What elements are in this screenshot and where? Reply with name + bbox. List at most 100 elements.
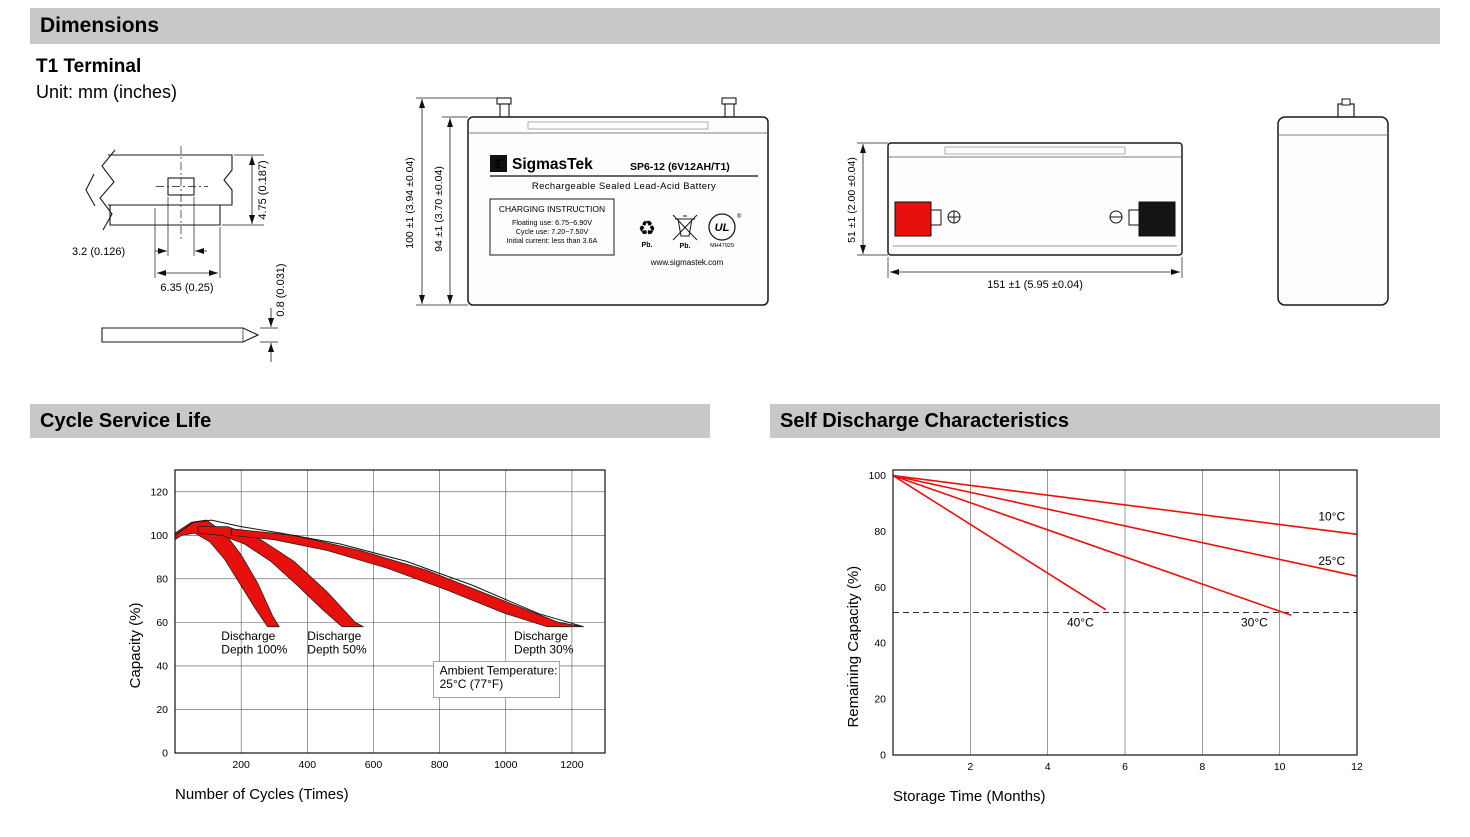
battery-body (887, 142, 1183, 256)
terminal-step (109, 205, 221, 226)
cycle-life-title: Cycle Service Life (40, 410, 212, 432)
break-line (85, 173, 96, 207)
chart-annotation: 25°C (77°F) (440, 677, 504, 691)
y-tick-label: 0 (162, 748, 168, 760)
x-axis-label: Storage Time (Months) (893, 788, 1046, 805)
ul-text: UL (715, 222, 730, 234)
dimensions-section-header: Dimensions (30, 8, 1440, 44)
chart-annotation: Depth 50% (307, 642, 367, 656)
x-tick-label: 4 (1045, 761, 1051, 773)
battery-front-view: Σ SigmasTek SP6-12 (6V12AH/T1) Rechargea… (404, 97, 769, 306)
dim-hole-width-label: 3.2 (0.126) (72, 246, 125, 258)
x-tick-label: 8 (1199, 761, 1205, 773)
break-line (99, 149, 116, 231)
dim-height-outer-label: 100 ±1 (3.94 ±0.04) (404, 157, 416, 249)
series-label: 25°C (1318, 554, 1345, 568)
dim-thickness-label: 0.8 (0.031) (275, 263, 287, 316)
battery-end-view (1277, 98, 1389, 306)
ul-file-number: MH47929 (710, 243, 734, 249)
series-line (892, 474, 1107, 611)
y-axis-label: Capacity (%) (127, 603, 144, 689)
terminal-tab-icon (1337, 103, 1355, 118)
unit-note: Unit: mm (inches) (36, 82, 178, 102)
battery-type-text: Rechargeable Sealed Lead-Acid Battery (532, 181, 716, 192)
y-tick-label: 0 (880, 750, 886, 762)
terminal-tab-icon (499, 103, 510, 118)
negative-terminal (1138, 201, 1176, 237)
trash-bin-icon (672, 214, 698, 241)
dim-height-inner-label: 94 ±1 (3.70 ±0.04) (433, 166, 445, 252)
y-tick-label: 60 (156, 617, 168, 629)
x-tick-label: 400 (299, 759, 317, 771)
pb-label: Pb. (680, 243, 691, 250)
chart-annotation: Discharge (307, 629, 361, 643)
charging-title: CHARGING INSTRUCTION (499, 204, 605, 214)
terminal-side-view (101, 327, 260, 343)
x-tick-label: 2 (967, 761, 973, 773)
y-tick-label: 80 (156, 573, 168, 585)
plot-border (892, 469, 1358, 756)
plus-terminal-icon (947, 210, 961, 224)
battery-top-view: 51 ±1 (2.00 ±0.04) 151 ±1 (5.95 ±0.04) (846, 142, 1183, 291)
series-label: 30°C (1241, 615, 1268, 629)
terminal-type-label: T1 Terminal (36, 56, 142, 77)
brand-logo-icon (490, 155, 507, 172)
terminal-tab-icon (721, 97, 737, 105)
x-axis-label: Number of Cycles (Times) (175, 786, 349, 803)
self-discharge-section-header: Self Discharge Characteristics (770, 404, 1440, 438)
y-tick-label: 80 (874, 526, 886, 538)
positive-terminal-tab (930, 209, 942, 226)
website-text: www.sigmastek.com (650, 258, 724, 267)
cycle-life-section-header: Cycle Service Life (30, 404, 710, 438)
dim-width-label: 51 ±1 (2.00 ±0.04) (846, 157, 858, 243)
top-recess (527, 121, 709, 130)
cycle-service-life-chart: 200 400 600 800 1000 1200 0 20 40 60 80 100 120 Numbe… (127, 469, 606, 803)
recycle-icon: ♻ (638, 218, 656, 240)
minus-terminal-icon (1109, 210, 1123, 224)
brand-logo-glyph: Σ (495, 157, 502, 171)
terminal-detail-drawing: 4.75 (0.187) 3.2 (0.126) 6.35 (0.25) 0.8… (72, 146, 287, 362)
x-tick-label: 12 (1351, 761, 1363, 773)
chart-annotation: Depth 100% (221, 642, 287, 656)
negative-terminal-tab (1128, 209, 1140, 226)
y-axis-label: Remaining Capacity (%) (845, 566, 862, 728)
positive-terminal (894, 201, 932, 237)
registered-symbol: ® (737, 213, 742, 220)
y-tick-label: 20 (156, 704, 168, 716)
charging-line: Floating use: 6.75~6.90V (512, 218, 592, 227)
terminal-cross-section (108, 154, 233, 206)
x-tick-label: 1000 (494, 759, 518, 771)
x-tick-label: 200 (232, 759, 250, 771)
x-tick-label: 6 (1122, 761, 1128, 773)
brand-name: SigmasTek (512, 156, 593, 173)
chart-annotation: Ambient Temperature: (440, 664, 558, 678)
pb-label: Pb. (642, 242, 653, 249)
y-tick-label: 20 (874, 694, 886, 706)
x-tick-label: 800 (431, 759, 449, 771)
charging-line: Cycle use: 7.20~7.50V (516, 227, 589, 236)
dim-tab-height-label: 4.75 (0.187) (257, 160, 269, 219)
x-tick-label: 10 (1274, 761, 1286, 773)
series-line (892, 474, 1292, 617)
y-tick-label: 40 (156, 660, 168, 672)
terminal-tab-icon (1341, 98, 1351, 106)
dim-length-label: 151 ±1 (5.95 ±0.04) (987, 279, 1083, 291)
model-number: SP6-12 (6V12AH/T1) (630, 161, 730, 173)
charging-line: Initial current: less than 3.6A (507, 236, 598, 245)
series-line (892, 474, 1358, 536)
dim-tab-width-label: 6.35 (0.25) (160, 282, 213, 294)
self-discharge-chart: 2 4 6 8 10 12 0 20 40 60 80 100 10°C 25°C 30°C 40°C Stor… (845, 469, 1363, 805)
series-label: 10°C (1318, 509, 1345, 523)
chart-annotation: Discharge (221, 629, 275, 643)
battery-body (1277, 116, 1389, 306)
x-tick-label: 600 (365, 759, 383, 771)
plot-border (174, 469, 606, 754)
top-recess (944, 146, 1126, 155)
chart-annotation: Depth 30% (514, 642, 574, 656)
y-tick-label: 120 (150, 486, 168, 498)
battery-body (467, 116, 769, 306)
y-tick-label: 40 (874, 638, 886, 650)
y-tick-label: 100 (150, 530, 168, 542)
series-line (892, 474, 1358, 577)
